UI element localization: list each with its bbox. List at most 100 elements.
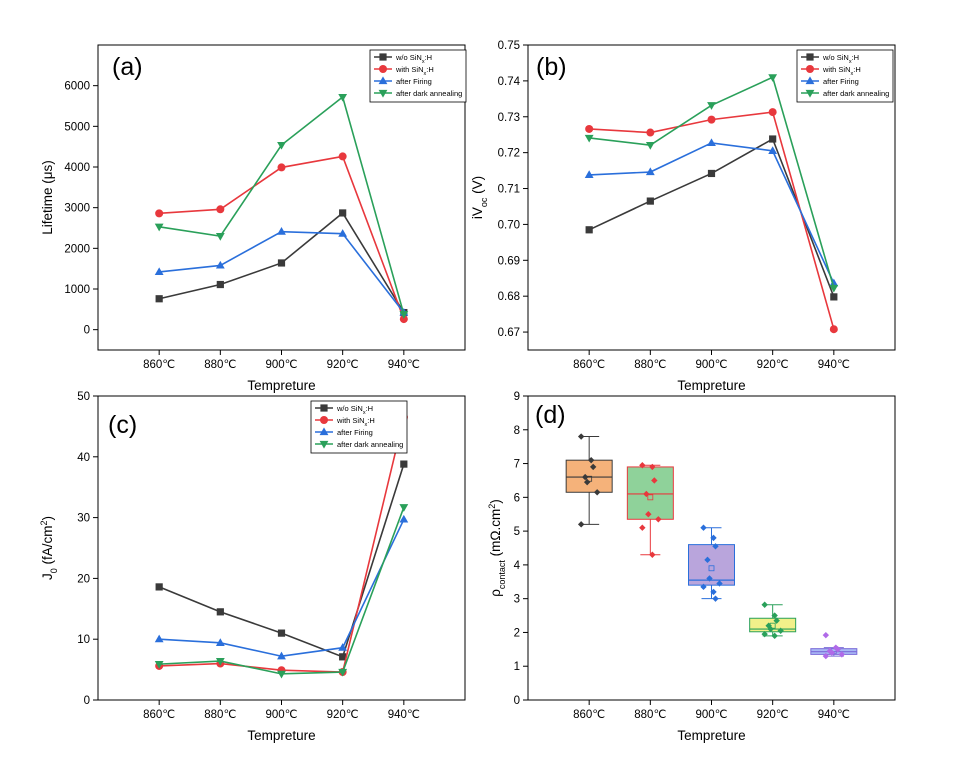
data-point [651,477,658,484]
x-tick-label: 900℃ [695,359,727,371]
panel-b-ivoc-chart: 0.67 0.68 0.69 0.70 0.71 0.72 0.73 0.74 0.75 860℃… [470,40,896,393]
legend-label: after Firing [823,77,859,86]
data-point [216,280,224,289]
data-point [830,293,838,301]
data-point [154,223,164,232]
data-point [593,489,601,496]
panel-label: (d) [535,401,566,429]
box-mean-marker [708,565,715,572]
legend-label: with SiNx:H [395,65,434,77]
data-point [706,575,713,582]
legend-label: after dark annealing [337,440,403,449]
panel-c-j0-chart: 0 10 20 30 40 50 860℃ 880℃ 900℃ 920℃ 940℃ Tempretur… [39,391,466,743]
y-tick-label: 30 [77,513,90,525]
box-iqr [749,617,797,633]
series-2 [154,514,409,660]
legend-swatch-marker [378,89,388,98]
data-point [155,583,163,591]
data-point [761,630,768,638]
y-axis-title: ρcontact (mΩ.cm2) [487,499,507,597]
box-group-0 [565,433,613,528]
data-point [154,267,164,276]
y-tick-label: 1 [514,661,520,673]
series-line [158,463,405,658]
y-tick-label: 6000 [64,81,90,93]
series-2 [154,227,409,316]
panel-d-contact-resistivity-chart: 0 1 2 3 4 5 6 7 8 9 860℃ 880℃ 900℃ 920℃ 940℃ Tempreture… [487,391,896,743]
data-point [710,534,717,542]
y-axis-title: J0 (fA/cm2) [39,516,59,580]
data-point [716,580,723,587]
data-point [277,227,286,235]
data-point [584,170,594,178]
data-point [777,627,784,634]
legend-label: with SiNx:H [822,65,861,77]
data-point [771,632,778,640]
series-1 [585,108,838,334]
data-point [646,128,655,137]
data-point [769,135,777,143]
x-axis-title: Tempreture [677,728,745,743]
data-point [707,115,716,124]
y-axis-title: iVoc (V) [470,176,489,219]
x-tick-label: 860℃ [143,359,175,371]
y-tick-label: 0.70 [498,219,520,231]
data-point [649,551,656,558]
data-point [767,625,774,633]
series-line [159,95,405,315]
data-point [822,652,830,660]
y-tick-label: 5000 [64,121,90,133]
data-point [639,524,646,531]
x-tick-label: 920℃ [757,359,789,371]
data-point [829,278,839,287]
x-tick-label: 860℃ [573,359,605,371]
x-axis-title: Tempreture [247,728,315,743]
x-tick-label: 880℃ [204,709,236,721]
data-point [639,462,646,469]
box-group-4 [810,631,858,660]
legend-swatch-marker [805,76,815,85]
data-point [581,473,589,481]
legend-swatch-marker [806,65,814,73]
x-tick-label: 860℃ [143,709,175,721]
x-tick-label: 880℃ [204,359,236,371]
x-tick-label: 940℃ [818,709,850,721]
series-0 [155,209,408,317]
data-point [838,651,846,658]
data-point [399,514,409,523]
y-tick-label: 7 [514,459,520,471]
data-point [155,209,164,218]
data-point [712,543,719,550]
x-axis-title: Tempreture [677,378,745,393]
data-point [216,608,224,616]
data-point [768,108,777,117]
y-tick-label: 50 [77,391,90,403]
y-tick-label: 6 [514,492,520,504]
data-point [834,646,842,653]
x-tick-label: 920℃ [757,709,789,721]
y-axis-title: Lifetime (μs) [40,160,55,235]
y-tick-label: 0 [84,325,90,337]
legend-label: w/o SiNx:H [336,404,373,416]
data-point [829,325,838,334]
y-tick-label: 0 [514,695,520,707]
data-point [707,102,716,110]
legend-label: after dark annealing [396,89,462,98]
data-point [655,516,662,523]
data-point [583,478,591,486]
data-point [338,643,348,651]
x-tick-label: 880℃ [634,709,666,721]
y-tick-label: 5 [514,526,520,538]
data-point [400,460,408,468]
legend-label: after Firing [337,428,373,437]
data-point [155,295,163,303]
data-point [585,124,594,133]
data-point [700,583,707,591]
series-1 [155,152,408,324]
data-point [277,259,286,267]
data-point [700,524,707,531]
x-tick-label: 900℃ [265,709,297,721]
data-point [589,463,597,471]
